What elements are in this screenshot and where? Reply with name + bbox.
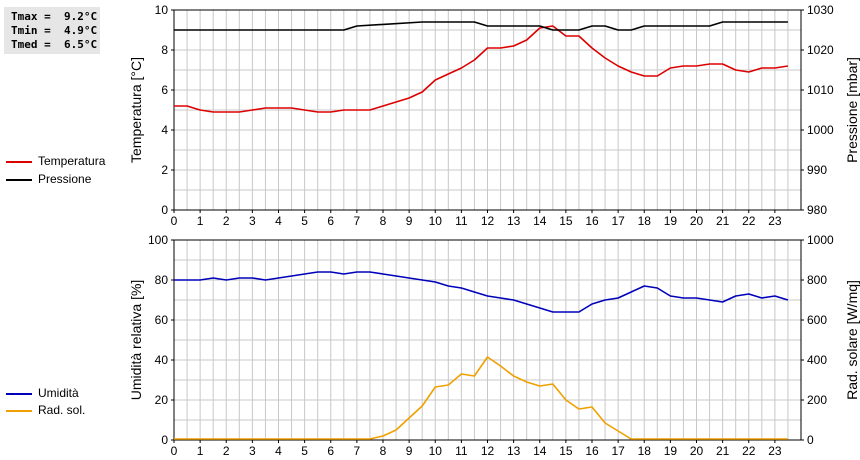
legend-swatch-umidita — [6, 393, 32, 395]
x-tick-label: 16 — [585, 444, 599, 458]
x-tick-label: 18 — [638, 444, 652, 458]
y-tick-label: 8 — [161, 43, 168, 57]
x-tick-label: 19 — [664, 444, 678, 458]
series-line-rad-sol — [174, 356, 788, 440]
x-tick-label: 12 — [481, 444, 495, 458]
x-tick-label: 8 — [380, 214, 387, 228]
y-tick-label: 60 — [155, 313, 169, 327]
x-tick-label: 20 — [690, 444, 704, 458]
stat-tmed: Tmed = 6.5°C — [11, 38, 98, 51]
y2-tick-label: 1010 — [807, 83, 834, 97]
x-tick-label: 5 — [301, 444, 308, 458]
y-tick-label: 100 — [148, 233, 168, 247]
y2-axis-title: Rad. solare [W/mq] — [844, 280, 860, 400]
x-tick-label: 7 — [354, 214, 361, 228]
y-tick-label: 2 — [161, 163, 168, 177]
y-tick-label: 6 — [161, 83, 168, 97]
x-tick-label: 8 — [380, 444, 387, 458]
x-tick-label: 10 — [429, 214, 443, 228]
y-tick-label: 4 — [161, 123, 168, 137]
y2-tick-label: 1030 — [807, 3, 834, 17]
x-tick-label: 23 — [768, 444, 782, 458]
x-tick-label: 5 — [301, 214, 308, 228]
series-line-temperatura — [174, 25, 789, 113]
y2-tick-label: 200 — [807, 393, 827, 407]
x-tick-label: 7 — [354, 444, 361, 458]
x-tick-label: 22 — [742, 214, 756, 228]
legend-label-radsol: Rad. sol. — [38, 403, 86, 417]
y-tick-label: 10 — [155, 3, 169, 17]
legend-swatch-radsol — [6, 410, 32, 412]
legend-swatch-pressione — [6, 179, 32, 181]
x-tick-label: 23 — [768, 214, 782, 228]
x-tick-label: 21 — [716, 444, 730, 458]
y2-tick-label: 600 — [807, 313, 827, 327]
y2-tick-label: 1020 — [807, 43, 834, 57]
legend-swatch-temperatura — [6, 161, 32, 163]
x-tick-label: 14 — [533, 214, 547, 228]
y2-tick-label: 0 — [807, 433, 814, 447]
y-tick-label: 80 — [155, 273, 169, 287]
legend-label-umidita: Umidità — [38, 386, 79, 400]
x-tick-label: 20 — [690, 214, 704, 228]
x-tick-label: 4 — [275, 444, 282, 458]
y-tick-label: 20 — [155, 393, 169, 407]
x-tick-label: 15 — [559, 444, 573, 458]
y-tick-label: 0 — [161, 203, 168, 217]
x-tick-label: 9 — [406, 444, 413, 458]
x-tick-label: 1 — [197, 214, 204, 228]
x-tick-label: 17 — [611, 214, 625, 228]
x-tick-label: 4 — [275, 214, 282, 228]
x-tick-label: 21 — [716, 214, 730, 228]
x-tick-label: 17 — [611, 444, 625, 458]
x-tick-label: 16 — [585, 214, 599, 228]
x-tick-label: 6 — [327, 444, 334, 458]
series-line-pressione — [174, 21, 788, 31]
x-tick-label: 3 — [249, 444, 256, 458]
stats-box: Tmax = 9.2°C Tmin = 4.9°C Tmed = 6.5°C — [4, 7, 100, 54]
y2-tick-label: 800 — [807, 273, 827, 287]
x-tick-label: 15 — [559, 214, 573, 228]
x-tick-label: 2 — [223, 214, 230, 228]
x-tick-label: 12 — [481, 214, 495, 228]
y-axis-title: Temperatura [°C] — [128, 57, 144, 163]
x-tick-label: 22 — [742, 444, 756, 458]
x-tick-label: 18 — [638, 214, 652, 228]
series-line-umidit — [174, 271, 789, 313]
y-tick-label: 0 — [161, 433, 168, 447]
chart-panel-1: 0 1 2 3 4 5 6 7 8 9 10 11 12 13 14 15 16 17 18 19 20 21 22 2302… — [128, 3, 860, 228]
x-tick-label: 6 — [327, 214, 334, 228]
x-tick-label: 0 — [171, 214, 178, 228]
x-tick-label: 11 — [455, 214, 468, 228]
y2-tick-label: 1000 — [807, 233, 834, 247]
y-tick-label: 40 — [155, 353, 169, 367]
x-tick-label: 0 — [171, 444, 178, 458]
legend-label-temperatura: Temperatura — [38, 154, 106, 168]
y-axis-title: Umidità relativa [%] — [128, 280, 144, 401]
legend-label-pressione: Pressione — [38, 172, 92, 186]
x-tick-label: 14 — [533, 444, 547, 458]
y2-tick-label: 1000 — [807, 123, 834, 137]
y2-tick-label: 980 — [807, 203, 827, 217]
y2-tick-label: 990 — [807, 163, 827, 177]
x-tick-label: 9 — [406, 214, 413, 228]
x-tick-label: 13 — [507, 444, 521, 458]
x-tick-label: 19 — [664, 214, 678, 228]
x-tick-label: 10 — [429, 444, 443, 458]
x-tick-label: 13 — [507, 214, 521, 228]
x-tick-label: 11 — [455, 444, 468, 458]
y2-axis-title: Pressione [mbar] — [844, 57, 860, 163]
stat-tmin: Tmin = 4.9°C — [11, 24, 98, 37]
stat-tmax: Tmax = 9.2°C — [11, 10, 98, 23]
x-tick-label: 3 — [249, 214, 256, 228]
x-tick-label: 1 — [197, 444, 204, 458]
chart-panel-2: 0 1 2 3 4 5 6 7 8 9 10 11 12 13 14 15 16 17 18 19 20 21 22 2302… — [128, 233, 860, 458]
y2-tick-label: 400 — [807, 353, 827, 367]
x-tick-label: 2 — [223, 444, 230, 458]
